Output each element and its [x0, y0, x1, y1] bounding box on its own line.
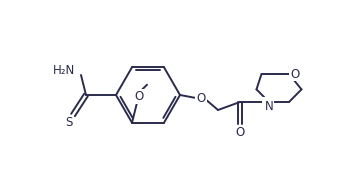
Text: O: O [134, 90, 144, 103]
Text: O: O [235, 125, 245, 139]
Text: O: O [197, 92, 206, 105]
Text: N: N [265, 100, 273, 112]
Text: N: N [263, 97, 271, 110]
Text: S: S [65, 115, 73, 129]
Text: H₂N: H₂N [53, 63, 75, 77]
Text: O: O [290, 68, 300, 80]
